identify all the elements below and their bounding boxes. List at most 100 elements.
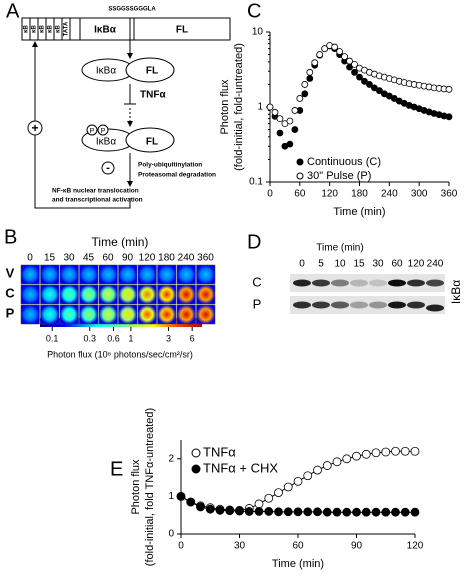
data-point [303,507,313,517]
protein: IκBα [94,25,117,36]
data-point [351,60,358,68]
construct [21,17,231,41]
data-point [313,507,322,517]
image-well [176,304,196,325]
image-well [59,284,79,305]
data-point [366,81,373,88]
panel-label: D [247,231,261,253]
blot-band [426,279,444,287]
data-point [274,507,283,517]
promoter: TATA [64,21,70,36]
data-point [346,57,353,65]
colorbar-tick-label: 3 [166,333,171,343]
x-tick-label: 30 [234,541,246,552]
data-point [391,446,400,456]
blot-time: 30 [372,259,384,270]
colorbar-label: Photon flux (10⁶ photons/sec/cm²/sr) [47,349,193,359]
image-row: V [6,265,15,280]
data-point [244,507,254,516]
data-point [301,90,309,98]
data-point [176,491,186,501]
data-point [322,461,332,470]
data-point [356,73,363,81]
data-point [336,48,344,55]
x-tick-label: 60 [292,541,304,552]
panel-label: A [6,0,20,22]
blot-strip [290,296,445,314]
image-time: 60 [102,253,114,264]
blot-band [331,279,349,287]
image-well [118,304,138,325]
data-point [264,507,274,516]
image-well [157,284,177,305]
blot-band [369,279,387,287]
data-point [361,507,371,517]
image-time: 120 [139,253,156,264]
kb-site: κB [56,24,62,32]
reporter: FL [176,25,188,36]
image-well [176,284,196,305]
blot-protein: IκBα [449,280,463,304]
image-well [137,284,157,305]
stimulus: TNFα [140,90,166,101]
data-point [283,482,293,492]
data-point [276,129,284,137]
blot-band [350,301,368,309]
legend-marker [296,172,304,180]
data-point [301,81,309,88]
blot-band [350,279,368,287]
image-well [40,304,60,325]
blot-band [293,279,311,287]
blot-time: 0 [299,259,305,270]
blot-band [369,301,387,309]
x-tick-label: 0 [267,189,273,200]
data-point [316,51,324,58]
diagram [21,17,231,209]
data-point [321,45,329,53]
blot-band [312,279,330,287]
data-point [342,454,352,464]
data-point [375,87,383,95]
legend-marker [191,464,201,474]
image-row: P [6,305,15,320]
blot-band [407,301,425,309]
image-time: 0 [27,253,33,264]
image-time: 45 [83,253,95,264]
data-point [254,507,264,516]
reporter: FL [146,66,158,77]
image-well [196,304,216,325]
image-well [118,284,138,305]
data-point [264,493,274,503]
data-point [361,449,371,459]
data-point [341,53,348,60]
image-time: 90 [122,253,134,264]
image-well [59,264,79,285]
y-tick-label: 1 [168,491,174,502]
x-tick-label: 180 [351,189,368,200]
y-tick-label: 1 [257,102,263,113]
data-point [352,451,361,461]
blot-time: 120 [408,259,425,270]
y-tick-label: 2 [168,453,174,464]
data-point [313,465,322,475]
data-point [196,502,205,512]
data-point [400,446,410,456]
data-point [306,68,314,76]
y-axis-label: Photon flux [130,459,142,515]
x-tick-label: 120 [321,189,338,200]
x-axis-label: Time (min) [272,558,324,570]
panel-label: B [4,226,17,248]
legend-label: TNFα [203,444,236,459]
image-well [118,264,138,285]
panel-label: E [110,458,123,480]
data-point [311,59,319,67]
data-point [286,117,294,125]
data-point [254,499,264,509]
data-point [445,85,453,93]
negative: - [106,162,110,174]
activation: and transcriptional activation [52,197,143,204]
data-point [271,108,279,116]
data-point [276,115,284,123]
image-well [79,304,99,325]
image-well [20,304,40,325]
